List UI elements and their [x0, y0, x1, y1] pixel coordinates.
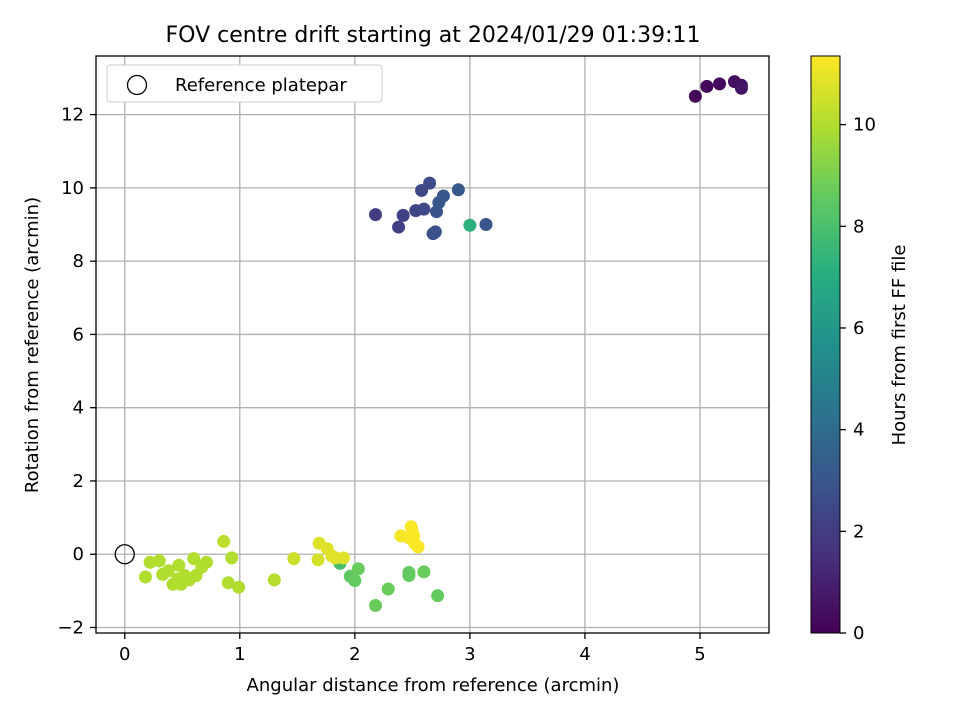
x-axis-label: Angular distance from reference (arcmin) — [247, 675, 620, 696]
grid — [96, 56, 769, 633]
legend-box — [106, 64, 383, 103]
scatter-point — [381, 582, 395, 596]
y-tick-label: 12 — [61, 105, 84, 126]
scatter-point — [688, 89, 702, 103]
scatter-point — [392, 220, 406, 234]
scatter-point — [267, 573, 281, 587]
scatter-point — [138, 570, 152, 584]
scatter-point — [423, 176, 437, 190]
scatter-point — [225, 551, 239, 565]
colorbar-tick-label: 4 — [853, 420, 864, 441]
legend-entry-reference: Reference platepar — [175, 75, 347, 96]
scatter-point — [369, 599, 383, 613]
scatter-point — [172, 558, 186, 572]
scatter-point — [700, 79, 714, 93]
colorbar-tick-label: 10 — [853, 115, 876, 136]
colorbar-tick-label: 6 — [853, 318, 864, 339]
scatter-point — [479, 218, 493, 232]
plot-area-frame — [95, 55, 770, 634]
x-tick-label: 4 — [579, 644, 590, 665]
scatter-point — [428, 225, 442, 239]
scatter-point — [396, 208, 410, 222]
x-tick-label: 1 — [234, 644, 245, 665]
colorbar-tick-label: 8 — [853, 216, 864, 237]
scatter-point — [348, 574, 362, 588]
scatter-point — [417, 202, 431, 216]
scatter-point — [217, 534, 231, 548]
x-tick-label: 3 — [464, 644, 475, 665]
colorbar: 0 2 4 6 8 10 Hours from first FF file — [810, 55, 910, 644]
reference-marker — [114, 544, 135, 565]
colorbar-gradient — [810, 55, 841, 634]
legend: Reference platepar — [106, 64, 383, 103]
scatter-point — [351, 562, 365, 576]
colorbar-tick-label: 0 — [853, 623, 864, 644]
scatter-point — [431, 589, 445, 603]
y-tick-label: 4 — [73, 398, 84, 419]
colorbar-label: Hours from first FF file — [889, 245, 910, 446]
legend-reference-icon — [126, 74, 148, 96]
x-tick-label: 5 — [694, 644, 705, 665]
reference-platepar-marker — [114, 544, 135, 565]
y-tick-label: 8 — [73, 251, 84, 272]
scatter-point — [369, 208, 383, 222]
data-points — [138, 75, 748, 613]
scatter-point — [232, 580, 246, 594]
scatter-point — [161, 564, 175, 578]
y-tick-label: 0 — [73, 544, 84, 565]
scatter-point — [436, 189, 450, 203]
scatter-point — [336, 551, 350, 565]
y-tick-label: 2 — [73, 471, 84, 492]
scatter-point — [402, 568, 416, 582]
scatter-point — [713, 77, 727, 91]
scatter-point — [199, 555, 213, 569]
scatter-point — [311, 553, 325, 567]
scatter-point — [287, 552, 301, 566]
x-tick-label: 2 — [349, 644, 360, 665]
colorbar-tick-label: 2 — [853, 521, 864, 542]
chart-title: FOV centre drift starting at 2024/01/29 … — [166, 23, 701, 48]
scatter-point — [411, 540, 425, 554]
y-axis-ticks: −2 0 2 4 6 8 10 12 — [57, 105, 96, 639]
scatter-point — [734, 81, 748, 95]
y-tick-label: 10 — [61, 178, 84, 199]
y-tick-label: 6 — [73, 324, 84, 345]
scatter-point — [451, 183, 465, 197]
scatter-point — [152, 554, 166, 568]
colorbar-ticks: 0 2 4 6 8 10 — [840, 115, 876, 644]
scatter-point — [417, 565, 431, 579]
x-tick-label: 0 — [119, 644, 130, 665]
x-axis-ticks: 0 1 2 3 4 5 — [119, 633, 706, 665]
y-axis-label: Rotation from reference (arcmin) — [22, 197, 43, 493]
scatter-point — [187, 552, 201, 566]
scatter-point — [463, 218, 477, 232]
scatter-point — [221, 576, 235, 590]
y-tick-label: −2 — [57, 618, 84, 639]
